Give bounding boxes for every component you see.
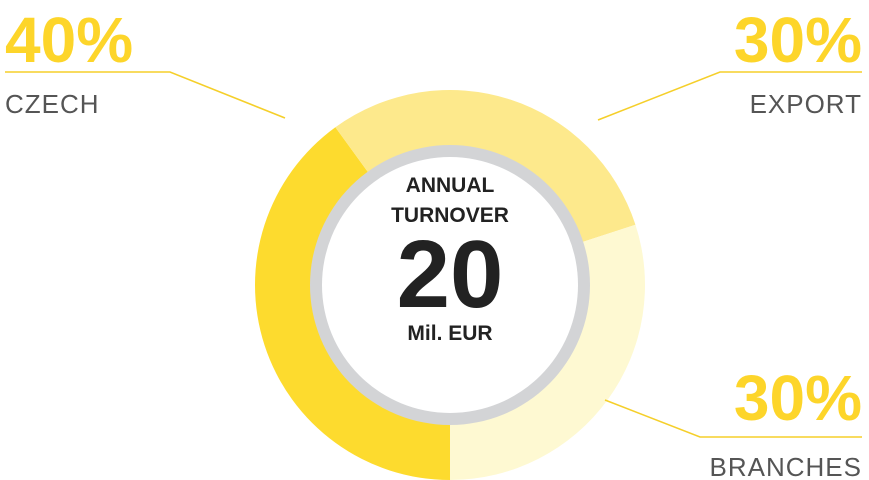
category-label: EXPORT bbox=[750, 89, 862, 119]
total-unit: Mil. EUR bbox=[407, 322, 492, 345]
leader-line bbox=[5, 71, 286, 119]
category-label: CZECH bbox=[5, 89, 100, 119]
value-label: 30% bbox=[734, 4, 862, 76]
value-label: 30% bbox=[734, 362, 862, 434]
center-disc bbox=[322, 157, 578, 413]
leader-line bbox=[597, 71, 862, 121]
center-line: ANNUAL bbox=[406, 174, 495, 197]
value-label: 40% bbox=[5, 4, 133, 76]
category-label: BRANCHES bbox=[710, 452, 862, 480]
center-line: TURNOVER bbox=[391, 204, 509, 227]
total-value: 20 bbox=[397, 221, 504, 328]
leader-line bbox=[604, 399, 862, 438]
wedge bbox=[254, 127, 450, 480]
